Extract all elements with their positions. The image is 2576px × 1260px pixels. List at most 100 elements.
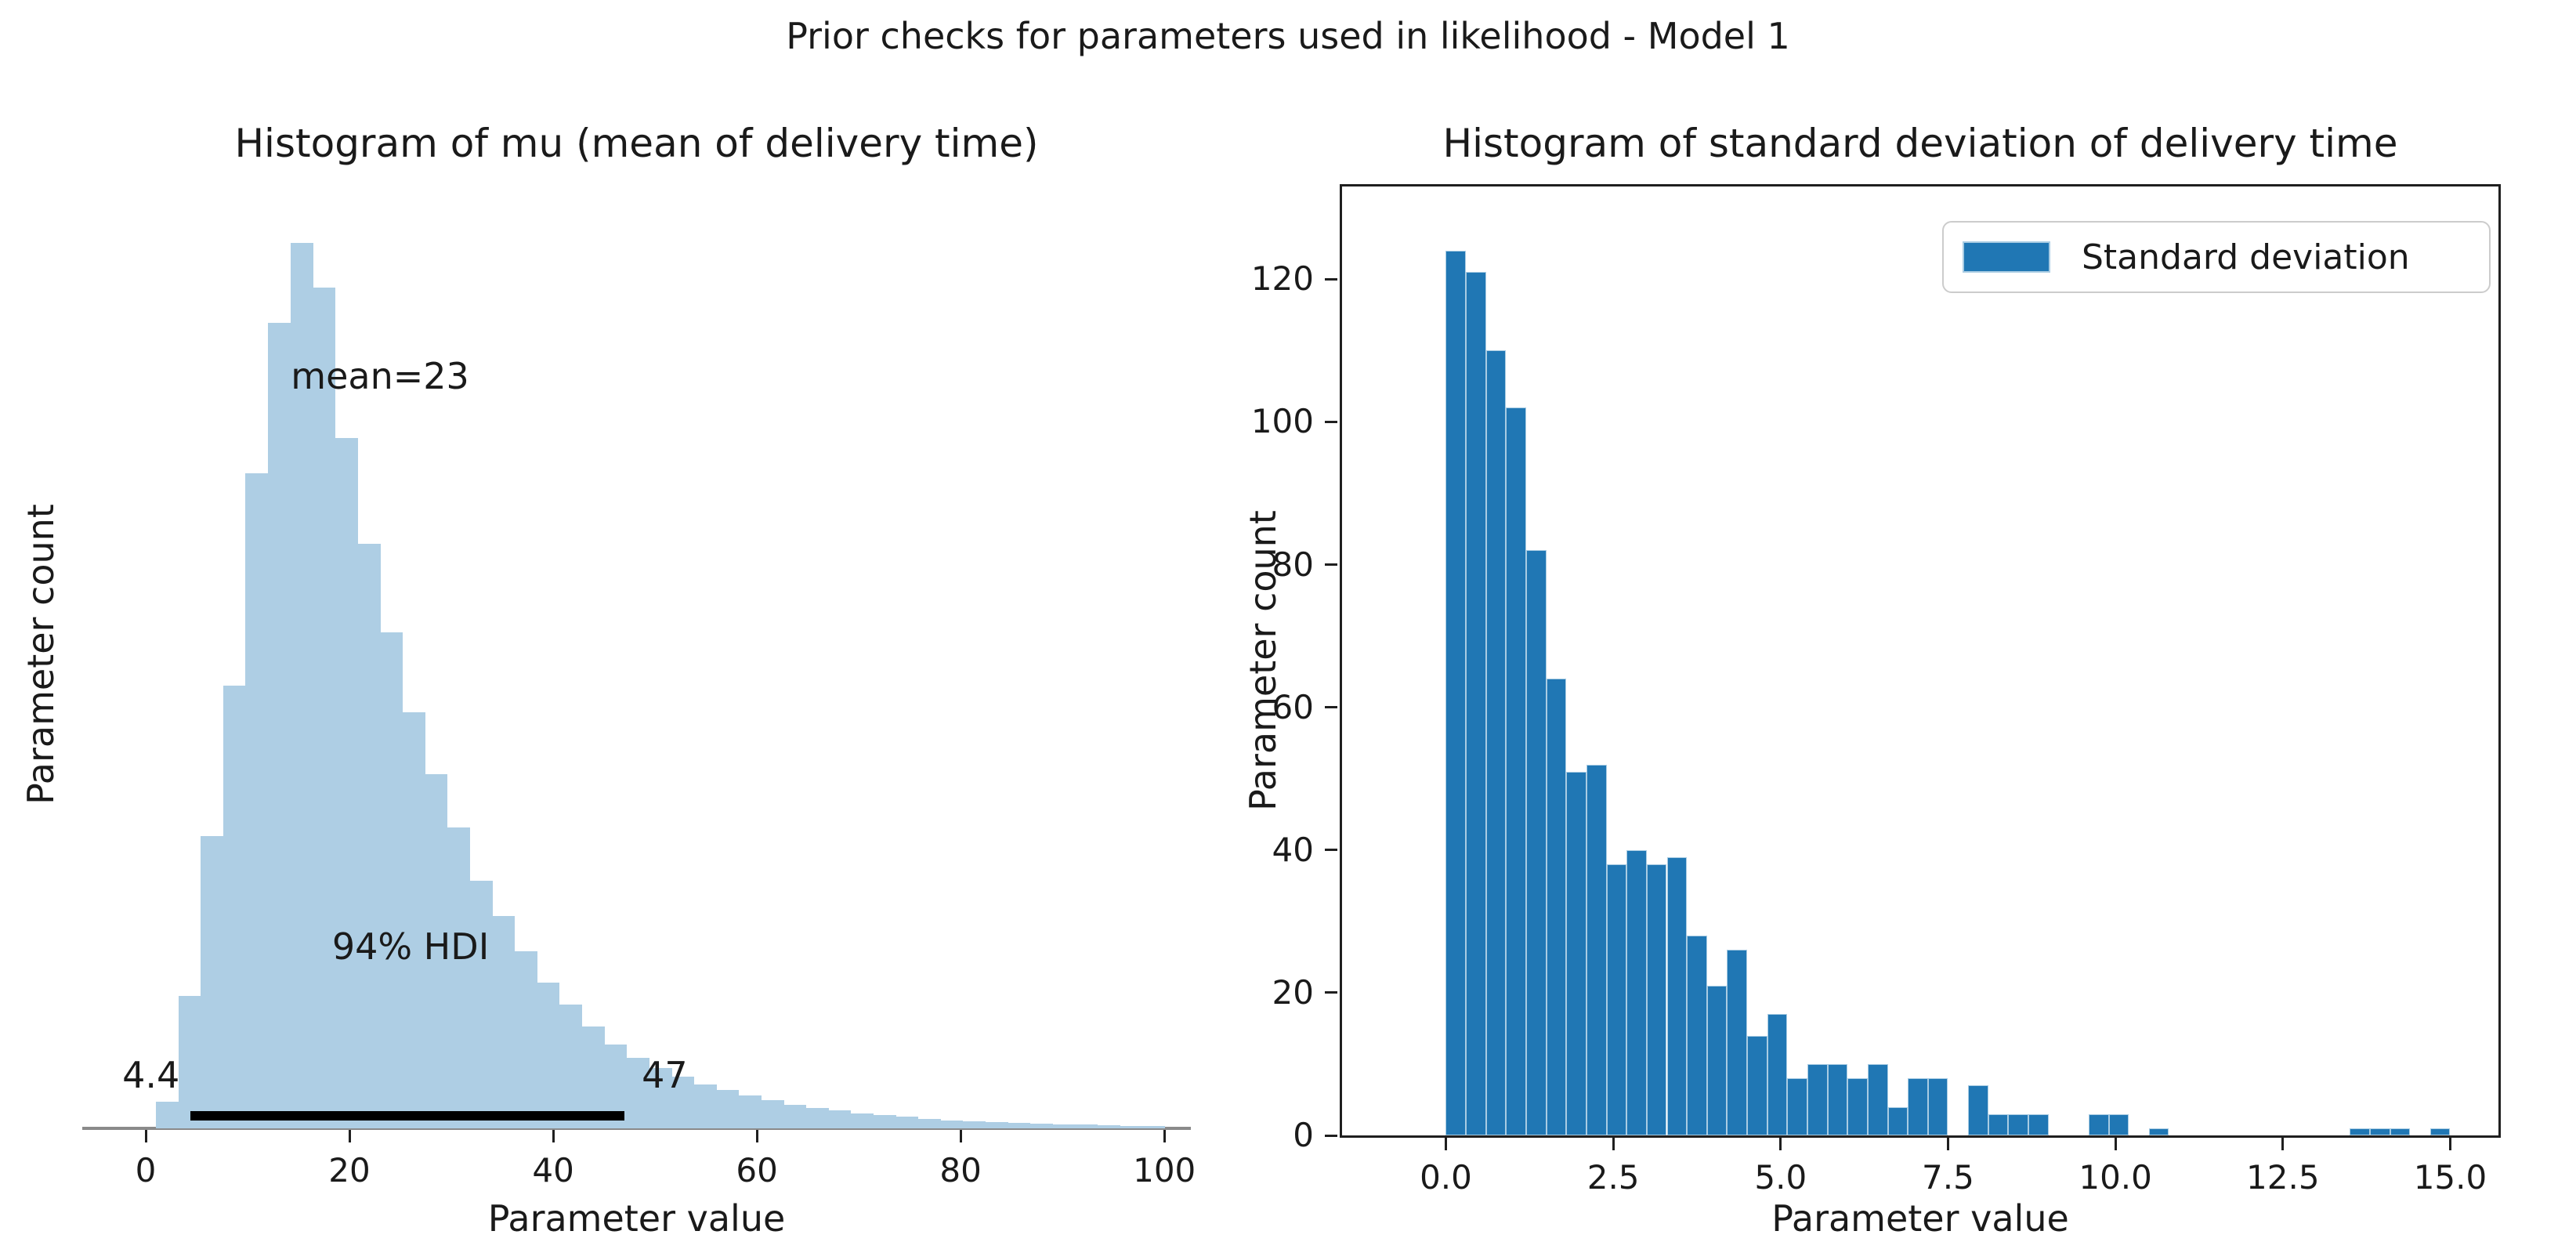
hdi-interval-line xyxy=(190,1111,625,1121)
histogram-bar xyxy=(1526,550,1547,1135)
left-histogram-plot: 0 20 40 60 80 100 mean=23 94% HDI 4.4 47 xyxy=(82,180,1196,1189)
x-axis-tick-label: 0 xyxy=(135,1151,157,1189)
y-axis-tick-label: 120 xyxy=(1250,259,1314,299)
histogram-bar xyxy=(693,1084,717,1128)
histogram-bar xyxy=(2008,1113,2028,1135)
histogram-bar xyxy=(1767,1014,1788,1135)
histogram-bar xyxy=(1727,950,1748,1135)
histogram-bar xyxy=(1566,771,1586,1135)
histogram-bar xyxy=(1847,1078,1868,1135)
histogram-bar xyxy=(2350,1128,2370,1135)
histogram-bar xyxy=(738,1095,762,1128)
x-axis-tick-label: 60 xyxy=(736,1151,778,1189)
histogram-bar xyxy=(1706,985,1728,1135)
histogram-bar xyxy=(1687,936,1707,1135)
x-axis-tick xyxy=(2114,1138,2117,1150)
histogram-bar xyxy=(1646,864,1667,1135)
histogram-bar xyxy=(985,1122,1008,1128)
histogram-bar xyxy=(380,632,403,1128)
histogram-bar xyxy=(873,1115,896,1128)
histogram-bar xyxy=(828,1110,852,1128)
histogram-bar xyxy=(850,1113,874,1128)
y-axis-tick xyxy=(1325,991,1337,994)
histogram-bar xyxy=(245,472,269,1128)
histogram-bar xyxy=(268,322,291,1128)
y-axis-tick-label: 40 xyxy=(1272,830,1314,869)
histogram-bar xyxy=(2108,1113,2129,1135)
x-axis-tick xyxy=(144,1130,147,1142)
y-axis-tick xyxy=(1325,1134,1337,1137)
histogram-bar xyxy=(1867,1063,1888,1135)
legend-color-patch xyxy=(1963,241,2050,273)
x-axis-tick-label: 15.0 xyxy=(2413,1158,2487,1197)
histogram-bar xyxy=(1666,856,1688,1135)
histogram-bar xyxy=(1506,407,1527,1135)
figure-suptitle: Prior checks for parameters used in like… xyxy=(786,15,1790,57)
histogram-bar xyxy=(469,880,493,1128)
left-x-axis-spine xyxy=(82,1127,1191,1130)
right-x-axis-label: Parameter value xyxy=(1771,1197,2069,1240)
histogram-bar xyxy=(626,1057,649,1128)
x-axis-tick xyxy=(2281,1138,2285,1150)
right-histogram-plot: Standard deviation 0.0 2.5 5.0 7.5 10.0 12.5 1… xyxy=(1251,184,2501,1197)
x-axis-tick-label: 10.0 xyxy=(2079,1158,2152,1197)
histogram-bar xyxy=(962,1121,986,1128)
legend-label: Standard deviation xyxy=(2082,237,2410,277)
x-axis-tick-label: 100 xyxy=(1133,1151,1196,1189)
histogram-bar xyxy=(156,1102,179,1128)
histogram-bar xyxy=(1029,1124,1053,1128)
left-x-axis-label: Parameter value xyxy=(487,1197,786,1240)
histogram-bar xyxy=(2028,1113,2049,1135)
hdi-annotation: 94% HDI xyxy=(331,925,490,968)
histogram-bar xyxy=(447,827,471,1128)
legend: Standard deviation xyxy=(1942,221,2491,293)
y-axis-tick-label: 60 xyxy=(1272,687,1314,726)
y-axis-tick-label: 80 xyxy=(1272,545,1314,584)
histogram-bar xyxy=(1887,1106,1908,1135)
histogram-bar xyxy=(2429,1128,2451,1135)
y-axis-tick xyxy=(1325,706,1337,709)
histogram-bar xyxy=(425,774,448,1128)
histogram-bar xyxy=(1074,1124,1098,1128)
histogram-bar xyxy=(917,1118,941,1128)
histogram-bar xyxy=(671,1077,695,1128)
histogram-bar xyxy=(1466,272,1486,1135)
y-axis-tick xyxy=(1325,420,1337,423)
histogram-bar xyxy=(335,437,359,1128)
histogram-bar xyxy=(1445,250,1467,1135)
histogram-bar xyxy=(1988,1113,2009,1135)
left-y-axis-label: Parameter count xyxy=(20,504,62,805)
x-axis-tick-label: 80 xyxy=(939,1151,982,1189)
histogram-bar xyxy=(537,982,560,1128)
histogram-bar xyxy=(940,1120,964,1128)
x-axis-tick xyxy=(755,1130,758,1142)
histogram-bar xyxy=(1827,1063,1848,1135)
x-axis-tick xyxy=(1946,1138,1949,1150)
histogram-bar xyxy=(1586,764,1607,1135)
y-axis-tick xyxy=(1325,849,1337,852)
histogram-bar xyxy=(2148,1128,2169,1135)
x-axis-tick-label: 40 xyxy=(532,1151,574,1189)
y-axis-tick xyxy=(1325,277,1337,281)
histogram-bar xyxy=(514,951,537,1128)
hdi-high-label: 47 xyxy=(642,1054,688,1096)
x-axis-tick-label: 12.5 xyxy=(2246,1158,2320,1197)
histogram-bar xyxy=(2088,1113,2109,1135)
histogram-bar xyxy=(313,287,336,1128)
right-plot-title: Histogram of standard deviation of deliv… xyxy=(1442,121,2398,166)
histogram-bar xyxy=(1606,864,1627,1135)
mean-annotation: mean=23 xyxy=(291,355,469,397)
histogram-bar xyxy=(1097,1125,1120,1128)
histogram-bar xyxy=(1546,679,1567,1135)
histogram-bar xyxy=(1485,350,1507,1135)
histogram-bar xyxy=(1968,1085,1988,1135)
x-axis-tick xyxy=(1163,1130,1166,1142)
histogram-bar xyxy=(1007,1123,1031,1128)
x-axis-tick xyxy=(552,1130,555,1142)
hdi-low-label: 4.4 xyxy=(122,1054,180,1096)
histogram-bar xyxy=(805,1108,829,1128)
x-axis-tick xyxy=(1444,1138,1447,1150)
x-axis-tick xyxy=(1779,1138,1782,1150)
x-axis-tick-label: 5.0 xyxy=(1754,1158,1807,1197)
